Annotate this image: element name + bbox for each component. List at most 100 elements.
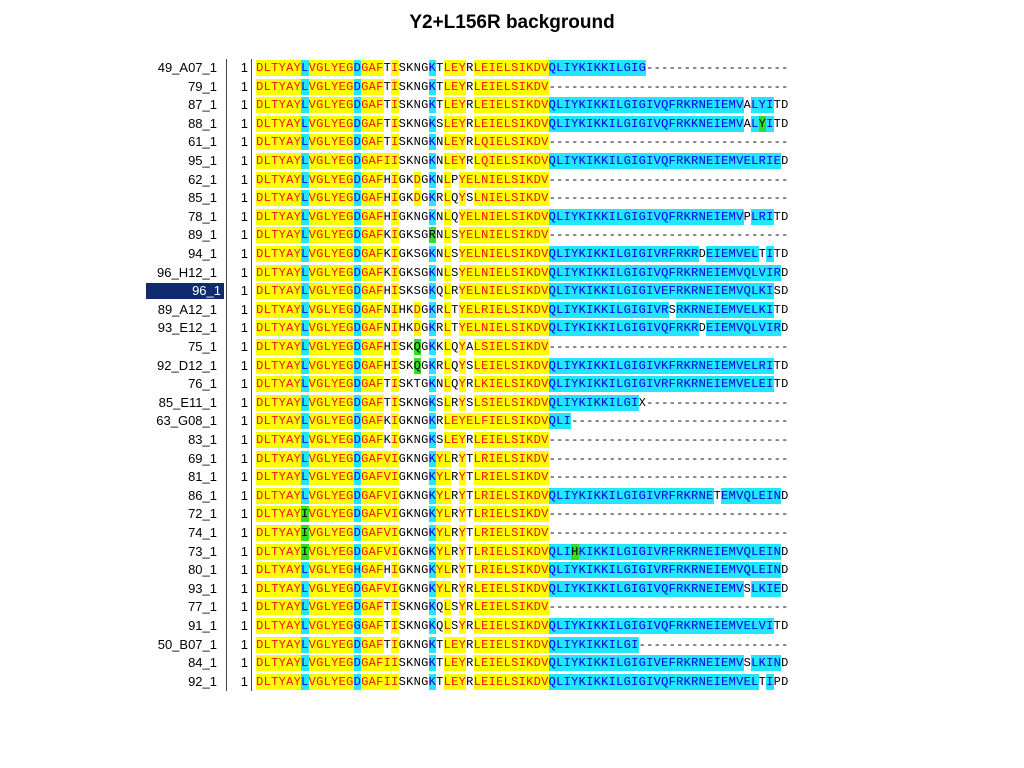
- alignment-row[interactable]: 83_1 1 DLTYAYLVGLYEGDGAFKIGKNGKSLEYRLEIELS…: [0, 431, 1024, 450]
- residue: -: [758, 600, 766, 615]
- residue: K: [578, 394, 586, 411]
- row-name[interactable]: 49_A07_1: [157, 60, 217, 75]
- residue: -: [556, 228, 564, 243]
- row-name[interactable]: 76_1: [188, 376, 217, 392]
- residue: V: [308, 301, 316, 318]
- alignment-row[interactable]: 95_1 1 DLTYAYLVGLYEGDGAFIISKNGKNLEYRLQIELS…: [0, 152, 1024, 171]
- residue: E: [706, 673, 714, 690]
- alignment-row[interactable]: 79_1 1 DLTYAYLVGLYEGDGAFTISKNGKTLEYRLEIELS…: [0, 78, 1024, 97]
- alignment-row[interactable]: 87_1 1 DLTYAYLVGLYEGDGAFTISKNGKTLEYRLEIELS…: [0, 96, 1024, 115]
- alignment-row[interactable]: 92_D12_1 1 DLTYAYLVGLYEGDGAFHISKQGKRLQYSLE…: [0, 357, 1024, 376]
- residue: D: [353, 153, 361, 169]
- row-name[interactable]: 95_1: [188, 153, 217, 168]
- row-name[interactable]: 92_D12_1: [157, 357, 217, 373]
- alignment-row[interactable]: 94_1 1 DLTYAYLVGLYEGDGAFKIGKSGKNLSYELNIELS…: [0, 245, 1024, 264]
- residue: G: [346, 636, 354, 653]
- residue: -: [721, 600, 729, 615]
- row-name[interactable]: 80_1: [188, 562, 217, 578]
- row-name[interactable]: 94_1: [188, 246, 217, 261]
- residue: T: [271, 673, 279, 690]
- alignment-row[interactable]: 62_1 1 DLTYAYLVGLYEGDGAFHIGKDGKNLPYELNIELS…: [0, 171, 1024, 190]
- residue: -: [721, 451, 729, 466]
- alignment-row[interactable]: 91_1 1 DLTYAYLVGLYEGGGAFTISKNGKQLSYRLEIELS…: [0, 617, 1024, 636]
- row-name[interactable]: 88_1: [188, 115, 217, 131]
- alignment-row[interactable]: 89_A12_1 1 DLTYAYLVGLYEGDGAFNIHKDGKRLTYELR…: [0, 301, 1024, 320]
- row-name[interactable]: 85_E11_1: [158, 394, 217, 410]
- alignment-row[interactable]: 84_1 1 DLTYAYLVGLYEGDGAFIISKNGKTLEYRLEIELS…: [0, 654, 1024, 673]
- alignment-row[interactable]: 88_1 1 DLTYAYLVGLYEGDGAFTISKNGKSLEYRLEIELS…: [0, 115, 1024, 134]
- row-name[interactable]: 75_1: [188, 339, 217, 354]
- row-name[interactable]: 93_1: [188, 580, 217, 596]
- residue: K: [683, 153, 691, 169]
- row-name[interactable]: 89_1: [188, 227, 217, 243]
- row-name[interactable]: 92_1: [188, 673, 217, 689]
- residue: V: [541, 171, 549, 188]
- residue: T: [271, 134, 279, 151]
- alignment-row[interactable]: 81_1 1 DLTYAYLVGLYEGDGAFVIGKNGKYLRYTLRIELS…: [0, 468, 1024, 487]
- alignment-row[interactable]: 92_1 1 DLTYAYLVGLYEGDGAFIISKNGKTLEYRLEIELS…: [0, 673, 1024, 692]
- alignment-row[interactable]: 75_1 1 DLTYAYLVGLYEGDGAFHISKQGKKLQYALSIELS…: [0, 338, 1024, 357]
- alignment-row[interactable]: 93_1 1 DLTYAYLVGLYEGDGAFVIGKNGKYLRYRLEIELS…: [0, 580, 1024, 599]
- row-name[interactable]: 72_1: [188, 506, 217, 522]
- row-name[interactable]: 73_1: [188, 543, 217, 559]
- alignment-row[interactable]: 77_1 1 DLTYAYLVGLYEGDGAFTISKNGKQLSYRLEIELS…: [0, 598, 1024, 617]
- row-name[interactable]: 62_1: [188, 171, 217, 187]
- alignment-row[interactable]: 61_1 1 DLTYAYLVGLYEGDGAFTISKNGKNLEYRLQIELS…: [0, 133, 1024, 152]
- alignment-row[interactable]: 72_1 1 DLTYAYIVGLYEGDGAFVIGKNGKYLRYTLRIELS…: [0, 505, 1024, 524]
- residue: -: [668, 228, 676, 243]
- alignment-row[interactable]: 96_1 1 DLTYAYLVGLYEGDGAFHISKSGKQLRYELNIELS…: [0, 282, 1024, 301]
- residue: I: [488, 543, 496, 560]
- alignment-row[interactable]: 63_G08_1 1 DLTYAYLVGLYEGDGAFKIGKNGKRLEYELF…: [0, 412, 1024, 431]
- residue: I: [766, 283, 774, 300]
- alignment-row[interactable]: 49_A07_1 1 DLTYAYLVGLYEGDGAFTISKNGKTLEYRLE…: [0, 59, 1024, 78]
- row-name[interactable]: 74_1: [188, 525, 217, 540]
- residue: -: [668, 135, 676, 150]
- row-name[interactable]: 85_1: [188, 190, 217, 206]
- row-name[interactable]: 91_1: [188, 618, 217, 633]
- row-name[interactable]: 50_B07_1: [157, 636, 217, 652]
- residue: A: [368, 301, 376, 318]
- residue: -: [646, 600, 654, 615]
- row-name[interactable]: 86_1: [188, 487, 217, 503]
- row-name[interactable]: 96_1: [146, 283, 224, 300]
- alignment-row[interactable]: 96_H12_1 1 DLTYAYLVGLYEGDGAFKIGKSGKNLSYELN…: [0, 264, 1024, 283]
- alignment-row[interactable]: 85_1 1 DLTYAYLVGLYEGDGAFHIGKDGKRLQYSLNIELS…: [0, 189, 1024, 208]
- residue: Y: [458, 394, 466, 411]
- alignment-row[interactable]: 50_B07_1 1 DLTYAYLVGLYEGDGAFTIGKNGKTLEYRLE…: [0, 636, 1024, 655]
- row-name[interactable]: 77_1: [188, 599, 217, 615]
- alignment-row[interactable]: 74_1 1 DLTYAYIVGLYEGDGAFVIGKNGKYLRYTLRIELS…: [0, 524, 1024, 543]
- residue: G: [398, 191, 406, 206]
- row-name[interactable]: 87_1: [188, 97, 217, 113]
- row-name[interactable]: 83_1: [188, 432, 217, 447]
- residue: G: [361, 301, 369, 318]
- residue: F: [668, 264, 676, 281]
- row-name[interactable]: 84_1: [188, 655, 217, 671]
- residue: F: [668, 562, 676, 579]
- row-name[interactable]: 63_G08_1: [156, 413, 217, 429]
- residue: R: [481, 487, 489, 504]
- alignment-row[interactable]: 73_1 1 DLTYAYIVGLYEGDGAFVIGKNGKYLRYTLRIELS…: [0, 543, 1024, 562]
- alignment-row[interactable]: 86_1 1 DLTYAYLVGLYEGDGAFVIGKNGKYLRYTLRIELS…: [0, 487, 1024, 506]
- residue: I: [391, 134, 399, 151]
- alignment-row[interactable]: 80_1 1 DLTYAYLVGLYEGHGAFHIGKNGKYLRYTLRIELS…: [0, 561, 1024, 580]
- alignment-row[interactable]: 85_E11_1 1 DLTYAYLVGLYEGDGAFTISKNGKSLRYSLS…: [0, 394, 1024, 413]
- alignment-row[interactable]: 76_1 1 DLTYAYLVGLYEGDGAFTISKTGKNLQYRLKIELS…: [0, 375, 1024, 394]
- row-name[interactable]: 79_1: [188, 78, 217, 94]
- alignment-row[interactable]: 89_1 1 DLTYAYLVGLYEGDGAFKIGKSGRNLSYELNIELS…: [0, 226, 1024, 245]
- row-name[interactable]: 93_E12_1: [157, 320, 217, 336]
- row-name[interactable]: 81_1: [188, 469, 217, 485]
- row-name[interactable]: 89_A12_1: [157, 301, 217, 317]
- residue: V: [308, 543, 316, 560]
- row-name[interactable]: 96_H12_1: [157, 264, 217, 280]
- row-name[interactable]: 61_1: [188, 134, 217, 150]
- residue: Y: [571, 618, 579, 634]
- alignment-row[interactable]: 93_E12_1 1 DLTYAYLVGLYEGDGAFNIHKDGKRLTYELN…: [0, 319, 1024, 338]
- alignment-row[interactable]: 78_1 1 DLTYAYLVGLYEGDGAFHIGKNGKNLQYELNIELS…: [0, 208, 1024, 227]
- alignment-row[interactable]: 69_1 1 DLTYAYLVGLYEGDGAFVIGKNGKYLRYTLRIELS…: [0, 450, 1024, 469]
- row-name[interactable]: 69_1: [188, 450, 217, 466]
- row-name[interactable]: 78_1: [188, 208, 217, 224]
- residue: L: [443, 580, 451, 597]
- residue: L: [263, 376, 271, 393]
- residue: L: [556, 655, 564, 672]
- residue: -: [766, 395, 774, 410]
